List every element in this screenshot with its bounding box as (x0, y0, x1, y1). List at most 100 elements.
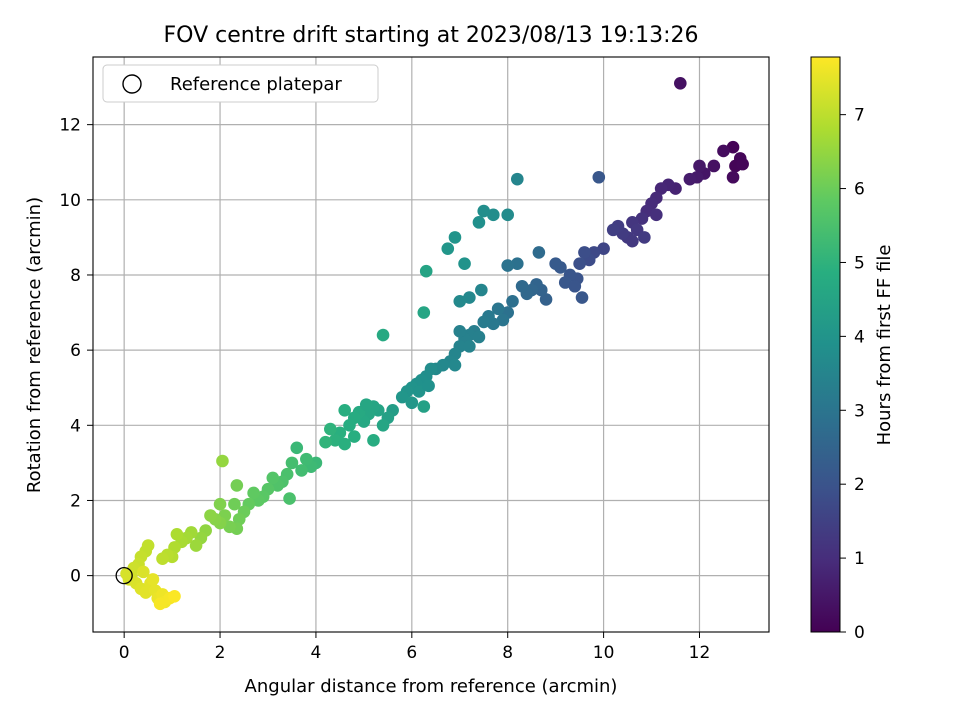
legend-label: Reference platepar (170, 74, 342, 95)
y-tick-label: 0 (70, 567, 81, 587)
legend-marker-open-circle (122, 74, 142, 94)
data-point (510, 257, 524, 270)
data-point (726, 140, 740, 154)
data-point (501, 208, 515, 222)
data-point (153, 597, 167, 611)
data-point (506, 294, 519, 308)
data-point (441, 242, 455, 255)
data-point (359, 398, 373, 411)
data-point (458, 257, 471, 270)
data-point (230, 479, 244, 492)
data-point (453, 294, 467, 308)
y-tick-label: 10 (59, 191, 81, 211)
data-point (654, 182, 668, 195)
x-tick-label: 2 (215, 643, 226, 663)
data-point (338, 403, 352, 417)
x-tick-label: 10 (593, 643, 615, 663)
data-point (558, 276, 572, 289)
data-point (376, 328, 390, 342)
data-point (515, 279, 529, 293)
data-point (412, 385, 426, 398)
data-point (422, 379, 435, 393)
data-point (487, 208, 500, 222)
data-point (549, 257, 562, 270)
data-point (674, 77, 687, 90)
data-point (324, 422, 337, 436)
colorbar-label: Hours from first FF file (874, 245, 895, 446)
data-point (736, 157, 749, 171)
colorbar-tick-label: 7 (854, 106, 865, 126)
data-point (539, 293, 553, 306)
legend-box (102, 64, 379, 103)
data-point (606, 223, 620, 237)
y-tick-label: 6 (70, 341, 81, 361)
plot-frame (92, 56, 770, 633)
data-point (319, 435, 332, 449)
data-point (568, 279, 582, 293)
data-point (463, 291, 476, 304)
data-point (170, 527, 184, 541)
data-point (453, 325, 467, 338)
data-point (592, 170, 606, 184)
data-point (650, 208, 663, 222)
data-point (683, 172, 697, 186)
data-point (216, 454, 229, 468)
legend: Reference platepar (102, 64, 379, 103)
y-axis-ticks: 0 2 4 6 8 10 12 (59, 116, 93, 587)
data-point (137, 565, 150, 579)
data-point (290, 441, 304, 455)
data-point (417, 306, 431, 319)
scatter-points (120, 77, 749, 611)
y-tick-label: 2 (70, 491, 81, 511)
colorbar-tick-label: 3 (854, 401, 865, 421)
data-point (328, 434, 342, 447)
data-point (573, 257, 586, 270)
colorbar-ticks: 0 1 2 3 4 5 6 7 (840, 106, 865, 643)
x-tick-label: 8 (502, 643, 513, 663)
y-axis-label: Rotation from reference (arcmin) (24, 197, 45, 493)
x-tick-label: 12 (689, 643, 711, 663)
data-point (477, 315, 491, 329)
data-point (491, 302, 505, 316)
data-point (532, 246, 546, 259)
data-point (347, 430, 361, 443)
colorbar-tick-label: 2 (854, 475, 865, 495)
colorbar-tick-label: 5 (854, 253, 865, 273)
data-point (510, 172, 524, 186)
colorbar-gradient (810, 56, 841, 633)
x-axis-ticks: 0 2 4 6 8 10 12 (119, 632, 711, 663)
data-point (417, 400, 431, 413)
data-point (228, 497, 241, 511)
data-point (717, 144, 730, 158)
data-point (501, 259, 515, 272)
data-point (419, 264, 433, 278)
data-point (367, 434, 380, 447)
data-point (575, 291, 589, 304)
data-point (223, 520, 236, 534)
data-point (146, 573, 160, 586)
data-point (463, 340, 476, 353)
data-point (726, 170, 740, 184)
grid-lines (93, 57, 769, 632)
colorbar-tick-label: 6 (854, 180, 865, 200)
data-point (395, 390, 409, 404)
data-point (626, 234, 639, 248)
x-tick-label: 4 (311, 643, 322, 663)
data-point (343, 419, 356, 432)
data-point (168, 589, 181, 603)
data-point (247, 486, 260, 500)
colorbar: 0 1 2 3 4 5 6 7 Hours from first FF file (810, 56, 895, 643)
data-point (448, 231, 462, 244)
reference-platepar-marker (115, 566, 133, 585)
data-point (189, 539, 203, 552)
data-point (472, 330, 486, 344)
data-point (156, 552, 169, 566)
colorbar-tick-label: 1 (854, 549, 865, 569)
data-point (477, 204, 491, 218)
y-tick-label: 8 (70, 266, 81, 286)
data-point (295, 464, 308, 477)
y-tick-label: 12 (59, 116, 81, 136)
x-axis-label: Angular distance from reference (arcmin) (245, 676, 618, 697)
data-point (357, 415, 371, 428)
